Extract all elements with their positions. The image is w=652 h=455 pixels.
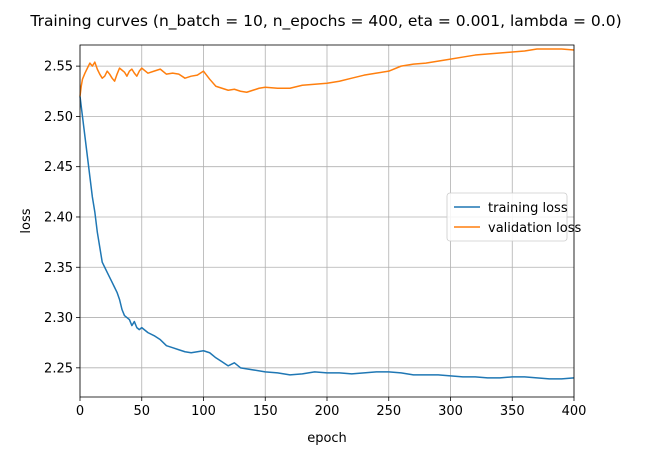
y-tick-label: 2.35: [44, 261, 73, 276]
x-tick-label: 50: [133, 404, 150, 419]
plot-lines: [79, 48, 575, 380]
legend-label-training-loss: training loss: [488, 201, 568, 216]
x-tick-label: 350: [500, 404, 525, 419]
series-line-validation-loss: [79, 48, 575, 97]
x-tick-label: 250: [376, 404, 401, 419]
legend-label-validation-loss: validation loss: [488, 221, 581, 236]
series-line-training-loss: [79, 96, 575, 380]
y-tick-label: 2.50: [44, 110, 73, 125]
legend-box: [446, 192, 568, 242]
x-axis-label: epoch: [307, 431, 347, 446]
x-tick-label: 150: [253, 404, 278, 419]
x-tick-label: 200: [315, 404, 340, 419]
y-tick-label: 2.45: [44, 160, 73, 175]
y-tick-label: 2.40: [44, 210, 73, 225]
x-tick-label: 300: [438, 404, 463, 419]
x-tick-label: 0: [76, 404, 84, 419]
y-axis-label: loss: [19, 208, 34, 233]
y-tick-label: 2.55: [44, 60, 73, 75]
x-axis-ticks: 0 50 100 150 200 250 300 350 400: [76, 397, 587, 419]
y-tick-label: 2.30: [44, 311, 73, 326]
y-axis-ticks: 2.25 2.30 2.35 2.40 2.45 2.50 2.55: [44, 60, 80, 376]
legend: training loss validation loss: [446, 192, 581, 242]
x-tick-label: 400: [562, 404, 587, 419]
x-tick-label: 100: [191, 404, 216, 419]
chart-title: Training curves (n_batch = 10, n_epochs …: [29, 12, 621, 31]
y-tick-label: 2.25: [44, 361, 73, 376]
